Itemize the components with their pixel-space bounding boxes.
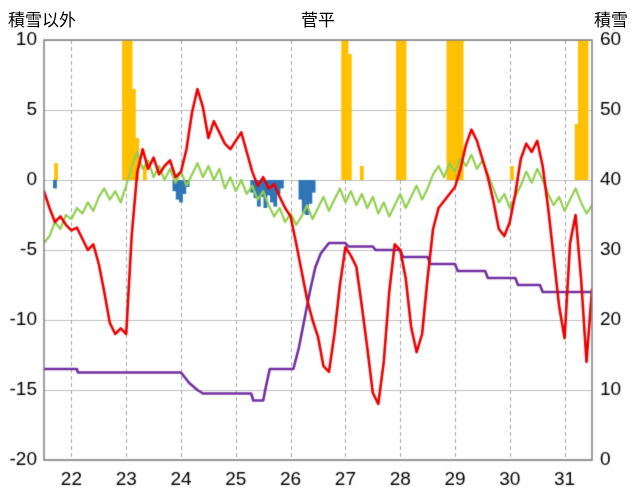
left-axis-title: 積雪以外 [8,11,76,30]
right-axis-title: 積雪 [594,11,628,30]
chart-title: 菅平 [301,11,335,30]
